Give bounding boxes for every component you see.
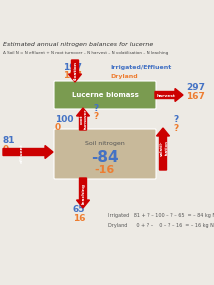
FancyArrow shape — [3, 146, 53, 158]
FancyArrow shape — [155, 89, 183, 101]
Text: Dryland      0 + ? –    0 – ? – 16  = – 16 kg N ha⁻¹: Dryland 0 + ? – 0 – ? – 16 = – 16 kg N h… — [108, 223, 214, 228]
Text: volatil-
isation: volatil- isation — [160, 140, 168, 156]
Text: 65: 65 — [73, 205, 86, 214]
Text: 100: 100 — [55, 115, 73, 124]
FancyArrow shape — [156, 128, 169, 170]
Text: 197: 197 — [63, 63, 82, 72]
Text: Dryland: Dryland — [110, 74, 138, 79]
Text: 81: 81 — [3, 136, 15, 145]
FancyArrow shape — [68, 60, 82, 82]
Text: 297: 297 — [186, 83, 205, 92]
Text: 0: 0 — [55, 123, 61, 132]
Text: root
turnover: root turnover — [80, 109, 88, 129]
Text: 16: 16 — [73, 214, 86, 223]
Text: ?: ? — [173, 115, 178, 124]
Text: -16: -16 — [95, 165, 115, 175]
Text: ?: ? — [173, 124, 178, 133]
FancyArrow shape — [76, 108, 89, 130]
Text: 0: 0 — [3, 145, 9, 154]
Text: -84: -84 — [91, 150, 119, 164]
Text: fixation: fixation — [74, 62, 78, 80]
Text: harvest: harvest — [157, 94, 175, 98]
Text: ?: ? — [93, 112, 98, 121]
Text: Irrigated/Effluent: Irrigated/Effluent — [110, 65, 171, 70]
FancyBboxPatch shape — [54, 81, 156, 109]
Text: Irrigated   81 + ? – 100 – ? – 65  = – 84 kg N ha⁻¹: Irrigated 81 + ? – 100 – ? – 65 = – 84 k… — [108, 213, 214, 218]
Text: leaching: leaching — [82, 182, 86, 203]
FancyBboxPatch shape — [54, 129, 156, 179]
Text: 167: 167 — [63, 71, 82, 80]
Text: effluent: effluent — [20, 143, 24, 163]
Text: Soil nitrogen: Soil nitrogen — [85, 141, 125, 146]
Text: Δ Soil N = N effluent + N root turnover – N harvest – N volatilisation – N leach: Δ Soil N = N effluent + N root turnover … — [3, 51, 168, 55]
Text: 167: 167 — [186, 92, 205, 101]
Text: Lucerne biomass: Lucerne biomass — [71, 92, 138, 98]
Text: ?: ? — [93, 104, 98, 113]
Text: Estimated annual nitrogen balances for lucerne: Estimated annual nitrogen balances for l… — [3, 42, 153, 47]
FancyArrow shape — [76, 178, 89, 208]
